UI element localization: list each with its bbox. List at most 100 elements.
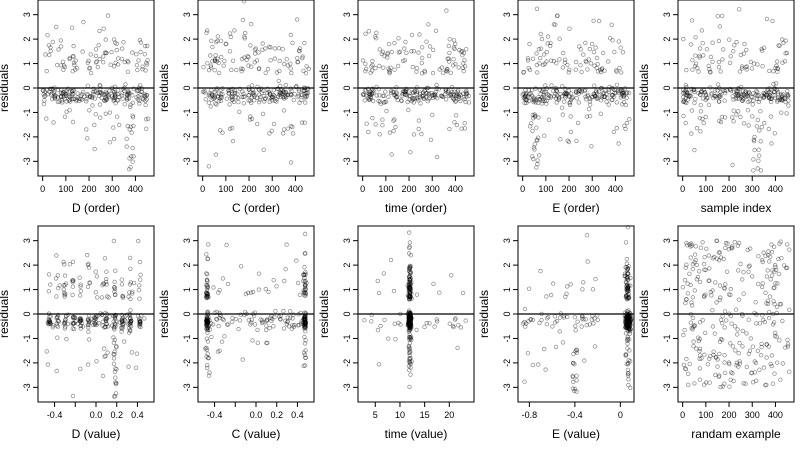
data-point <box>380 93 386 98</box>
data-point <box>523 92 528 97</box>
data-point <box>119 277 124 282</box>
data-point <box>748 336 753 341</box>
data-point <box>717 24 723 29</box>
data-point <box>719 114 725 120</box>
data-point <box>544 294 549 299</box>
data-point <box>77 96 82 101</box>
data-point <box>458 92 463 98</box>
data-point <box>763 93 769 98</box>
data-point <box>761 250 766 255</box>
data-point <box>574 89 579 94</box>
data-point <box>626 382 631 388</box>
data-point <box>288 160 294 165</box>
data-point <box>535 161 540 167</box>
data-point <box>280 95 286 100</box>
data-point <box>738 84 744 90</box>
data-point <box>204 252 209 257</box>
data-point <box>204 314 209 319</box>
data-point <box>141 97 146 102</box>
y-tick-label: 0 <box>502 85 512 90</box>
data-point <box>394 91 399 96</box>
y-tick-label: 3 <box>182 238 192 243</box>
data-point <box>779 98 785 103</box>
data-point <box>216 290 221 295</box>
x-tick-label: 100 <box>378 184 393 194</box>
data-point <box>216 98 222 104</box>
data-point <box>376 290 382 296</box>
y-tick-label: -2 <box>22 359 32 367</box>
data-point <box>242 30 248 36</box>
data-point <box>728 341 733 346</box>
data-point <box>567 100 572 106</box>
data-point <box>768 277 773 282</box>
data-point <box>399 98 404 104</box>
data-point <box>67 94 72 100</box>
data-point <box>48 282 53 287</box>
data-point <box>102 92 107 97</box>
data-point <box>54 253 59 258</box>
data-point <box>70 321 76 326</box>
data-point <box>278 90 283 96</box>
data-point <box>131 86 136 91</box>
data-point <box>531 97 536 103</box>
data-point <box>50 39 55 45</box>
data-point <box>601 90 607 96</box>
data-point <box>204 320 209 325</box>
data-point <box>283 90 289 96</box>
data-point <box>69 25 75 30</box>
data-point <box>735 96 740 101</box>
data-point <box>684 91 689 96</box>
data-point <box>216 60 221 66</box>
data-point <box>292 91 297 97</box>
y-tick-label: 0 <box>182 311 192 316</box>
data-point <box>304 90 310 96</box>
data-point <box>526 65 531 71</box>
data-point <box>104 91 110 96</box>
data-point <box>389 152 394 157</box>
data-point <box>394 94 399 100</box>
data-point <box>291 312 296 317</box>
data-point <box>79 91 85 97</box>
data-point <box>204 294 209 299</box>
data-point <box>462 97 467 102</box>
y-tick-label: 3 <box>22 12 32 17</box>
data-point <box>125 97 130 102</box>
data-point <box>724 269 730 274</box>
data-point <box>204 336 209 341</box>
x-tick-label: 100 <box>58 184 73 194</box>
data-point <box>571 351 576 357</box>
data-point <box>262 96 267 102</box>
data-point <box>715 82 721 87</box>
data-point <box>768 114 774 119</box>
data-point <box>58 94 63 99</box>
data-point <box>394 93 399 99</box>
data-point <box>267 91 273 97</box>
data-point <box>784 111 789 116</box>
data-point <box>786 103 791 108</box>
data-point <box>303 320 308 326</box>
data-point <box>392 321 397 326</box>
data-point <box>447 37 452 42</box>
data-point <box>420 94 425 99</box>
data-point <box>787 369 792 374</box>
data-point <box>744 67 749 72</box>
data-point <box>523 93 528 98</box>
data-point <box>600 50 606 56</box>
data-point <box>463 89 468 94</box>
data-point <box>56 47 61 52</box>
data-point <box>297 46 303 51</box>
data-point <box>55 62 60 68</box>
data-point <box>554 13 560 18</box>
data-point <box>744 364 750 370</box>
data-point <box>785 242 790 247</box>
data-point <box>61 287 66 292</box>
data-point <box>385 55 390 60</box>
data-point <box>380 122 385 128</box>
data-point <box>248 21 254 27</box>
data-point <box>138 272 143 277</box>
data-point <box>443 97 449 102</box>
data-point <box>761 95 766 100</box>
data-point <box>548 40 553 46</box>
x-tick-label: 400 <box>608 184 623 194</box>
data-point <box>541 96 546 102</box>
